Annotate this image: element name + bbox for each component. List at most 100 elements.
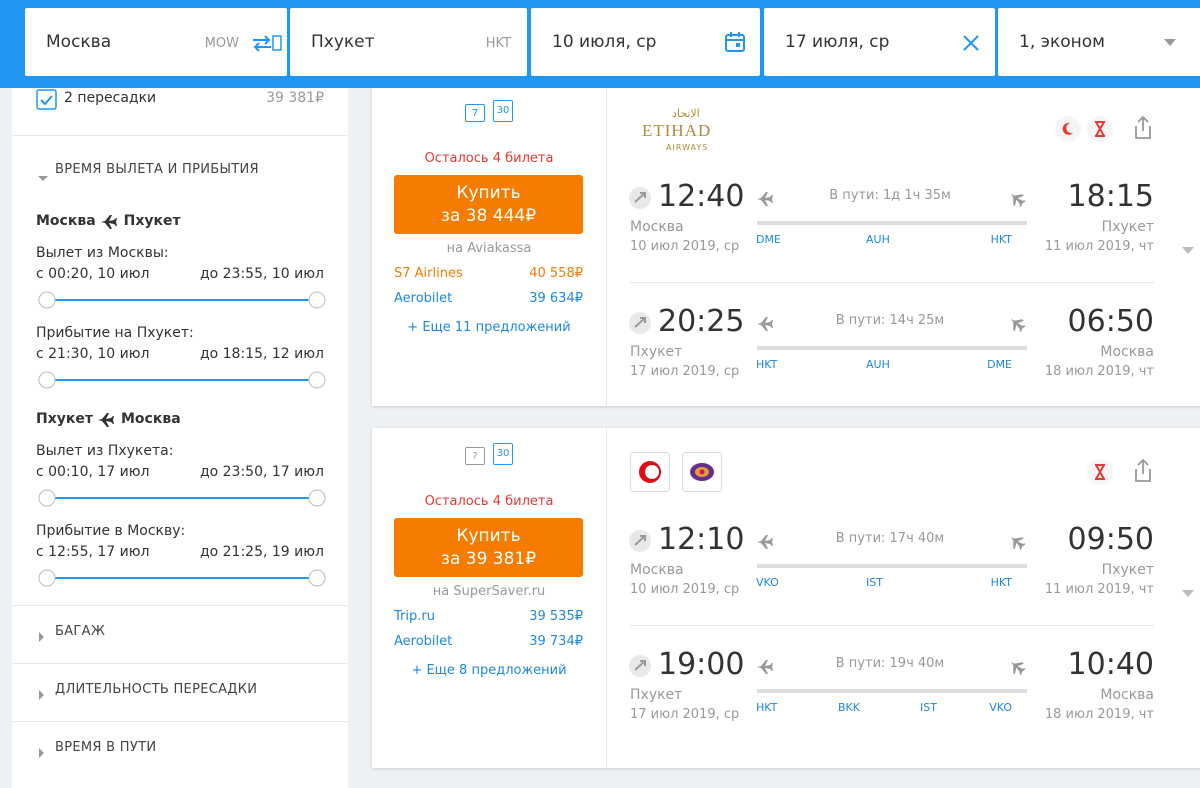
divider <box>12 663 348 664</box>
range-slider <box>36 488 328 512</box>
departure-icon-svg <box>629 530 651 552</box>
arr-date: 11 июл 2019, чт <box>1044 239 1154 254</box>
range-slider <box>36 370 328 394</box>
takeoff-icon <box>756 658 776 680</box>
buy-button[interactable]: Купить за 38 444₽ <box>394 175 583 234</box>
airline-logo <box>682 452 722 496</box>
departure-icon-svg <box>629 312 651 334</box>
airport-code: AUH <box>866 358 890 371</box>
departure-icon <box>628 311 652 339</box>
landing-icon-svg <box>1010 536 1026 551</box>
passengers-field[interactable]: 1, эконом <box>998 8 1200 76</box>
range-min: с 00:20, 10 июл <box>36 266 150 282</box>
leg-to: Пхукет <box>123 213 181 229</box>
offer-name[interactable]: Trip.ru <box>394 609 435 624</box>
layover-icon <box>1086 115 1114 147</box>
from-field[interactable]: Москва MOW <box>25 8 287 76</box>
result-card: ? 30 Осталось 4 билета Купить за 39 381₽ на S… <box>372 428 1200 768</box>
route-bar-svg <box>757 346 1027 350</box>
route-bar <box>757 554 1027 573</box>
route-bar-svg <box>757 689 1027 693</box>
offer-price[interactable]: 39 734₽ <box>529 634 583 649</box>
takeoff-icon-svg <box>757 535 773 549</box>
duration: В пути: 1д 1ч 35м <box>829 188 951 203</box>
offer-name[interactable]: Aerobilet <box>394 634 453 649</box>
range-slider-svg <box>38 291 326 309</box>
airport-code: HKT <box>990 233 1012 246</box>
dep-city: Москва <box>630 219 684 235</box>
return: 17 июля, ср <box>785 32 890 52</box>
expand-icon <box>38 743 46 762</box>
range-min: с 12:55, 17 июл <box>36 544 150 560</box>
plane-icon <box>97 411 117 433</box>
arr-time: 09:50 <box>1067 522 1154 557</box>
takeoff-icon-svg <box>757 192 773 206</box>
offer-price[interactable]: 40 558₽ <box>529 266 583 281</box>
landing-icon <box>1008 315 1028 337</box>
airline-logo-svg <box>682 452 722 492</box>
share-icon <box>1132 458 1154 488</box>
baggage-icon: 30 <box>493 443 513 465</box>
plane-icon-svg <box>97 413 114 427</box>
depart: 10 июля, ср <box>552 32 657 52</box>
divider <box>630 282 1154 283</box>
route-bar <box>757 211 1027 230</box>
range-label: Вылет из Пхукета: <box>36 443 174 459</box>
dep-date: 17 июл 2019, ср <box>630 364 740 379</box>
share-icon-svg <box>1135 115 1151 139</box>
more-offers[interactable]: + Еще 11 предложений <box>407 320 571 335</box>
departure-icon-svg <box>629 655 651 677</box>
offer-name[interactable]: S7 Airlines <box>394 266 463 281</box>
arr-city: Москва <box>1100 344 1154 360</box>
offer-price[interactable]: 39 535₽ <box>529 609 583 624</box>
stops-price: 39 381₽ <box>266 90 324 106</box>
airport-code: HKT <box>990 576 1012 589</box>
to-field[interactable]: Пхукет HKT <box>290 8 527 76</box>
more-offers[interactable]: + Еще 8 предложений <box>411 663 567 678</box>
range-max: до 23:55, 10 июл <box>199 266 324 282</box>
arr-time: 18:15 <box>1067 179 1154 214</box>
airport-code: IST <box>920 701 937 714</box>
passengers: 1, эконом <box>1019 32 1105 52</box>
airline-name: ETIHAD <box>642 121 712 140</box>
calendar-icon <box>725 32 745 52</box>
route-bar-svg <box>757 221 1027 225</box>
leg-from: Москва <box>36 213 96 229</box>
divider <box>12 135 348 136</box>
depart-field[interactable]: 10 июля, ср <box>531 8 760 76</box>
range-slider-svg <box>38 569 326 587</box>
expand-arrow <box>1182 240 1194 259</box>
section-title[interactable]: ВРЕМЯ В ПУТИ <box>55 740 157 755</box>
dep-time: 19:00 <box>658 647 745 682</box>
airport-code: AUH <box>866 233 890 246</box>
baggage-icon: ? <box>465 447 485 465</box>
offer-price[interactable]: 39 634₽ <box>529 291 583 306</box>
from-code: MOW <box>204 36 239 51</box>
swap-icon[interactable] <box>251 32 283 54</box>
range-label: Прибытие в Москву: <box>36 523 186 539</box>
clear-icon[interactable] <box>962 34 980 52</box>
section-title[interactable]: БАГАЖ <box>55 624 106 639</box>
buy-button[interactable]: Купить за 39 381₽ <box>394 518 583 577</box>
range-max: до 23:50, 17 июл <box>199 464 324 480</box>
departure-icon <box>628 654 652 682</box>
range-slider <box>36 290 328 314</box>
range-slider-svg <box>38 371 326 389</box>
airport-code: DME <box>756 233 781 246</box>
divider <box>12 721 348 722</box>
offer-name[interactable]: Aerobilet <box>394 291 453 306</box>
share-icon <box>1132 115 1154 145</box>
airline-logo <box>630 452 670 496</box>
dep-date: 17 июл 2019, ср <box>630 707 740 722</box>
return-field[interactable]: 17 июля, ср <box>764 8 995 76</box>
dep-time: 12:40 <box>658 179 745 214</box>
range-max: до 18:15, 12 июл <box>199 346 324 362</box>
layover-icon-svg <box>1087 116 1113 142</box>
takeoff-icon <box>756 190 776 212</box>
night-icon-svg <box>1055 116 1081 142</box>
filters: 2 пересадки 39 381₽ ВРЕМЯ ВЫЛЕТА И ПРИБЫТИ… <box>12 88 348 788</box>
range-min: с 21:30, 10 июл <box>36 346 150 362</box>
section-title[interactable]: ДЛИТЕЛЬНОСТЬ ПЕРЕСАДКИ <box>55 682 258 697</box>
tickets-left: Осталось 4 билета <box>424 494 554 509</box>
